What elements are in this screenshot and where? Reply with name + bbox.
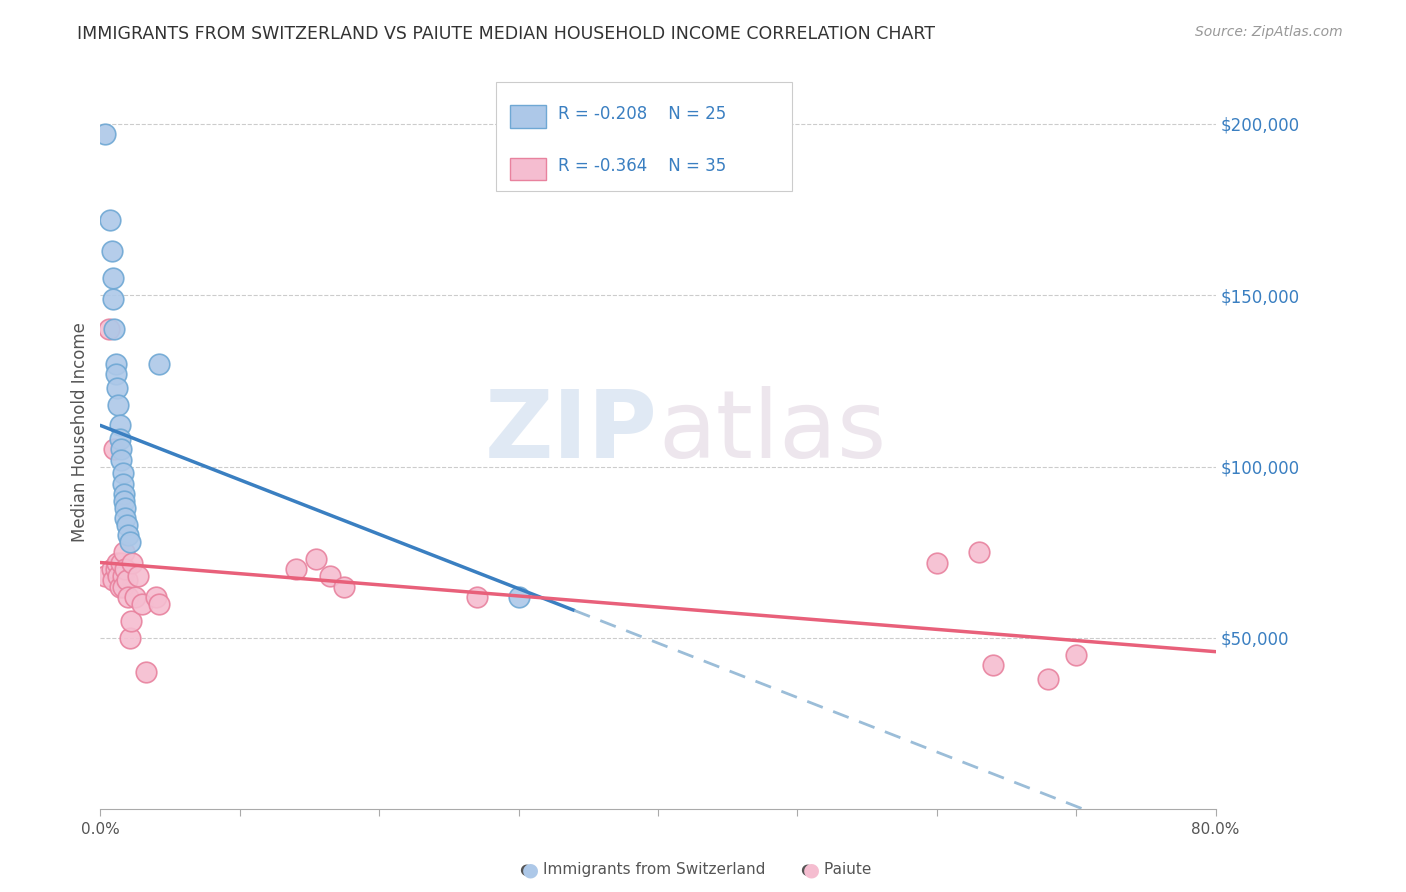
Text: ZIP: ZIP	[485, 386, 658, 478]
Point	[319, 569, 342, 583]
Point	[110, 442, 132, 457]
Point	[108, 432, 131, 446]
Point	[108, 580, 131, 594]
Text: Source: ZipAtlas.com: Source: ZipAtlas.com	[1195, 25, 1343, 39]
Point	[93, 569, 115, 583]
Text: ●: ●	[803, 860, 820, 880]
Point	[107, 398, 129, 412]
Point	[103, 442, 125, 457]
FancyBboxPatch shape	[509, 105, 547, 128]
Text: ●  Immigrants from Switzerland: ● Immigrants from Switzerland	[520, 863, 766, 877]
Point	[97, 322, 120, 336]
Point	[100, 244, 122, 258]
Point	[148, 597, 170, 611]
Text: atlas: atlas	[658, 386, 886, 478]
Point	[114, 562, 136, 576]
Point	[305, 552, 328, 566]
Point	[112, 545, 135, 559]
FancyBboxPatch shape	[509, 158, 547, 180]
Point	[101, 292, 124, 306]
Point	[114, 500, 136, 515]
Text: ●: ●	[522, 860, 538, 880]
Point	[112, 493, 135, 508]
Point	[108, 418, 131, 433]
Point	[112, 487, 135, 501]
Text: R = -0.208    N = 25: R = -0.208 N = 25	[558, 104, 725, 122]
Point	[148, 357, 170, 371]
Point	[111, 580, 134, 594]
Text: IMMIGRANTS FROM SWITZERLAND VS PAIUTE MEDIAN HOUSEHOLD INCOME CORRELATION CHART: IMMIGRANTS FROM SWITZERLAND VS PAIUTE ME…	[77, 25, 935, 43]
Point	[120, 614, 142, 628]
Point	[115, 517, 138, 532]
Y-axis label: Median Household Income: Median Household Income	[72, 322, 89, 542]
Point	[115, 573, 138, 587]
Point	[1064, 648, 1087, 662]
Point	[103, 322, 125, 336]
Point	[333, 580, 356, 594]
Point	[101, 573, 124, 587]
Point	[104, 367, 127, 381]
Point	[98, 212, 121, 227]
Point	[100, 562, 122, 576]
Point	[967, 545, 990, 559]
Point	[117, 528, 139, 542]
Point	[101, 271, 124, 285]
Point	[110, 452, 132, 467]
Point	[105, 381, 128, 395]
Point	[1038, 672, 1060, 686]
Point	[93, 127, 115, 141]
Point	[111, 476, 134, 491]
Point	[131, 597, 153, 611]
Point	[145, 590, 167, 604]
FancyBboxPatch shape	[496, 81, 792, 191]
Text: ●  Paiute: ● Paiute	[801, 863, 872, 877]
Point	[465, 590, 488, 604]
Point	[508, 590, 530, 604]
Point	[104, 562, 127, 576]
Point	[118, 535, 141, 549]
Point	[114, 511, 136, 525]
Point	[111, 569, 134, 583]
Text: R = -0.364    N = 35: R = -0.364 N = 35	[558, 157, 725, 175]
Point	[127, 569, 149, 583]
Point	[284, 562, 307, 576]
Point	[107, 569, 129, 583]
Point	[105, 556, 128, 570]
Point	[135, 665, 157, 680]
Point	[124, 590, 146, 604]
Point	[118, 631, 141, 645]
Point	[117, 590, 139, 604]
Point	[110, 556, 132, 570]
Point	[925, 556, 948, 570]
Point	[121, 556, 143, 570]
Point	[104, 357, 127, 371]
Point	[981, 658, 1004, 673]
Point	[111, 467, 134, 481]
